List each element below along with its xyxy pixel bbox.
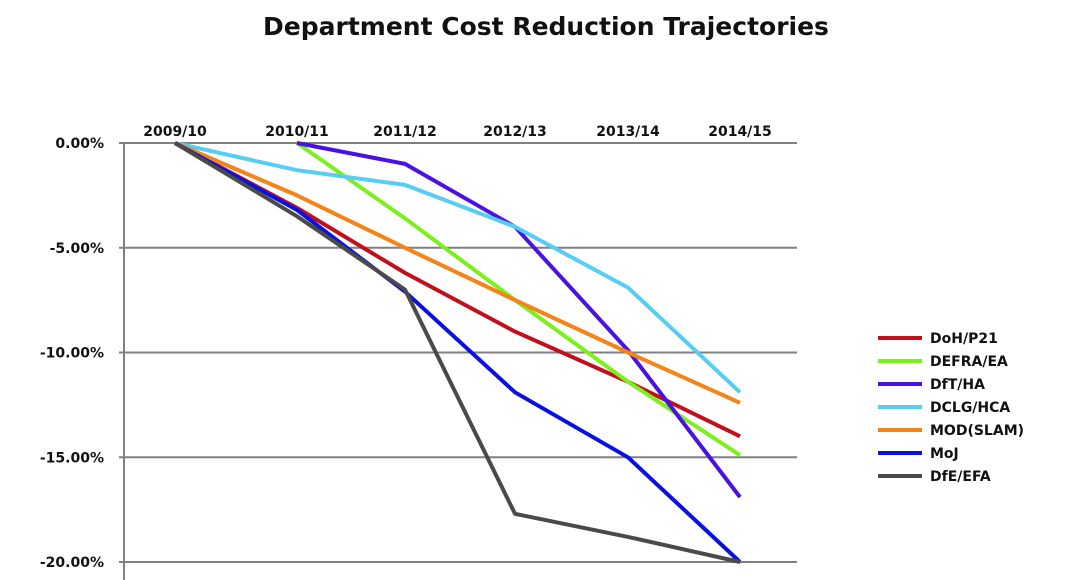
legend-label: DfE/EFA	[930, 469, 991, 485]
series-line-moj	[174, 141, 742, 564]
y-tick-label: -10.00%	[40, 346, 104, 362]
legend-label: MoJ	[930, 446, 959, 462]
y-tick-label: 0.00%	[55, 136, 104, 152]
chart-title: Department Cost Reduction Trajectories	[263, 12, 829, 41]
legend-label: DEFRA/EA	[930, 354, 1008, 370]
legend-label: DfT/HA	[930, 377, 985, 393]
y-tick-label: -20.00%	[40, 555, 104, 571]
legend-label: DCLG/HCA	[930, 400, 1010, 416]
series-line-dft-ha	[296, 141, 742, 499]
x-tick-label: 2011/12	[373, 124, 437, 140]
x-tick-label: 2012/13	[483, 124, 547, 140]
series-line-dfe-efa	[173, 141, 741, 564]
series-line-dclg-hca	[174, 141, 742, 394]
x-tick-label: 2010/11	[265, 124, 329, 140]
x-tick-label: 2013/14	[596, 124, 660, 140]
legend-label: DoH/P21	[930, 331, 998, 347]
legend-label: MOD(SLAM)	[930, 423, 1024, 439]
series-line-mod-slam-	[174, 141, 741, 405]
y-tick-label: -5.00%	[50, 241, 104, 257]
y-tick-label: -15.00%	[40, 450, 104, 466]
x-tick-label: 2009/10	[143, 124, 207, 140]
x-tick-label: 2014/15	[708, 124, 772, 140]
